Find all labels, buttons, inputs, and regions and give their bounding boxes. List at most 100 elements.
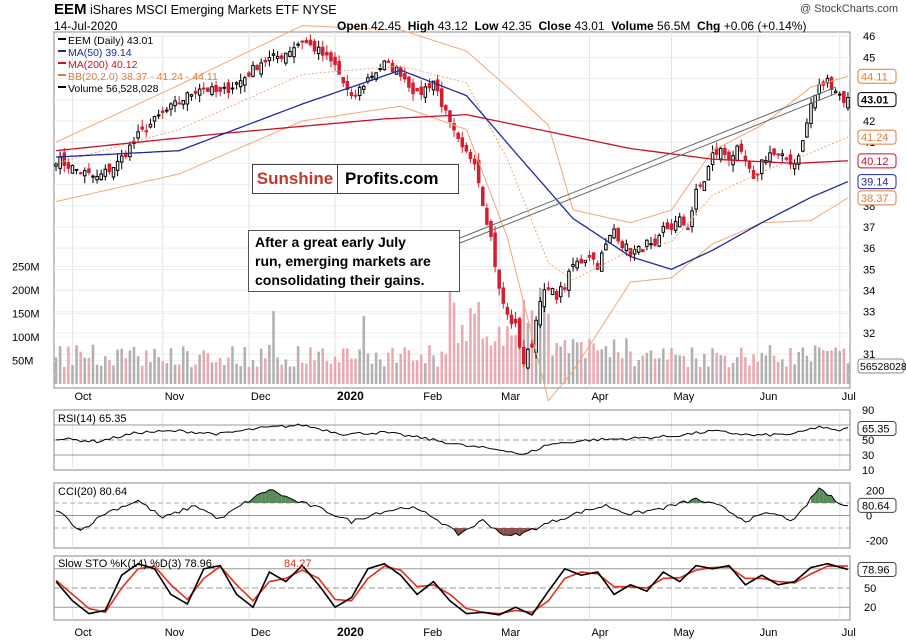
volume-value-tag (857, 358, 905, 374)
candle-body (144, 130, 149, 133)
volume-bar (99, 365, 103, 384)
x-axis-label: Apr (591, 391, 608, 403)
volume-bar (276, 357, 279, 384)
trendline (459, 92, 837, 244)
volume-bar (698, 366, 702, 384)
volume-bar (805, 355, 809, 384)
volume-bar (460, 324, 464, 384)
volume-bar (514, 335, 517, 384)
volume-bar (415, 360, 419, 384)
volume-bar (579, 342, 583, 384)
volume-bar (313, 360, 316, 384)
candle-body (407, 76, 411, 88)
volume-bar (686, 367, 690, 384)
candle-body (599, 252, 604, 272)
chart-date: 14-Jul-2020 (54, 19, 118, 33)
cci-tick-label: 0 (866, 511, 872, 523)
candle-body (312, 40, 317, 52)
candle-body (419, 86, 423, 96)
candle-body (817, 84, 821, 95)
volume-bar (621, 357, 624, 384)
volume-bar (190, 367, 193, 384)
candle-body (124, 153, 128, 158)
candle-body (805, 122, 809, 138)
volume-bar (739, 347, 743, 384)
volume-bar (58, 346, 62, 384)
volume-bar (694, 358, 698, 384)
sto-value-tag-text: 78.96 (862, 564, 890, 576)
candle-body (554, 291, 559, 300)
annotation-box: After a great early July run, emerging m… (248, 230, 460, 292)
candle-body (374, 72, 378, 80)
candle-body (641, 249, 645, 252)
cci-overbought-fill (815, 488, 820, 503)
candle-body (316, 46, 321, 55)
volume-bar (198, 354, 201, 384)
volume-tick-label: 250M (12, 262, 40, 274)
candle-body (657, 234, 661, 247)
legend-entry: MA(50) 39.14 (68, 47, 132, 59)
volume-bar (465, 341, 468, 384)
x-axis-label: Mar (501, 627, 520, 639)
candle-body (296, 43, 300, 46)
candle-body (530, 343, 534, 348)
sto-d-line (55, 565, 848, 615)
candle-body (583, 259, 588, 263)
candle-body (210, 86, 214, 96)
candle-body (333, 56, 337, 66)
candle-body (464, 145, 469, 152)
volume-bar (108, 360, 111, 384)
candle-body (698, 184, 703, 187)
volume-value-tag-text: 56528028 (860, 361, 906, 373)
candle-body (595, 263, 600, 270)
volume-bar (358, 349, 361, 384)
candle-body (837, 93, 842, 96)
x-axis-label: Jul (842, 391, 856, 403)
volume-bar (321, 348, 325, 384)
x-axis-label: Jun (760, 391, 778, 403)
candle-body (587, 255, 592, 258)
volume-bar (255, 366, 259, 384)
bollinger-upper-line (55, 25, 849, 224)
candle-body (624, 243, 629, 252)
volume-bar (194, 364, 197, 384)
volume-bar (551, 355, 554, 384)
volume-bar (547, 313, 550, 384)
volume-bar (239, 366, 242, 384)
rsi-line (56, 423, 849, 455)
candle-body (628, 248, 633, 257)
volume-bar (506, 326, 509, 384)
volume-bar (403, 347, 407, 384)
candle-body (743, 155, 748, 161)
price-value-tag-text: 43.01 (861, 95, 889, 107)
volume-bar (563, 340, 567, 384)
candle-body (357, 86, 362, 97)
cci-label: CCI(20) 80.64 (58, 486, 127, 498)
volume-bar (305, 363, 308, 384)
cci-oversold-fill (523, 528, 528, 533)
volume-bar (317, 351, 320, 384)
volume-bar (67, 346, 70, 384)
volume-bar (387, 352, 390, 384)
ma50-line (56, 69, 849, 270)
candle-body (829, 76, 834, 90)
candle-body (825, 77, 830, 84)
volume-bar (793, 364, 796, 384)
candle-body (456, 132, 460, 140)
candle-body (222, 86, 227, 89)
candle-body (796, 155, 801, 165)
volume-bar (510, 335, 513, 384)
sunshine-profits-watermark: Sunshine Profits.com (252, 164, 459, 194)
volume-bar (834, 347, 837, 384)
volume-bar (181, 346, 185, 384)
volume-bar (104, 356, 107, 384)
candle-body (768, 152, 772, 162)
volume-bar (268, 344, 271, 384)
rsi-label: RSI(14) 65.35 (58, 413, 126, 425)
candle-body (735, 145, 739, 162)
volume-bar (785, 366, 788, 384)
volume-bar (378, 359, 382, 384)
volume-bar (440, 351, 444, 384)
legend-entry: BB(20,2.0) 38.37 - 41.24 - 44.11 (68, 71, 218, 83)
candle-body (341, 76, 346, 84)
